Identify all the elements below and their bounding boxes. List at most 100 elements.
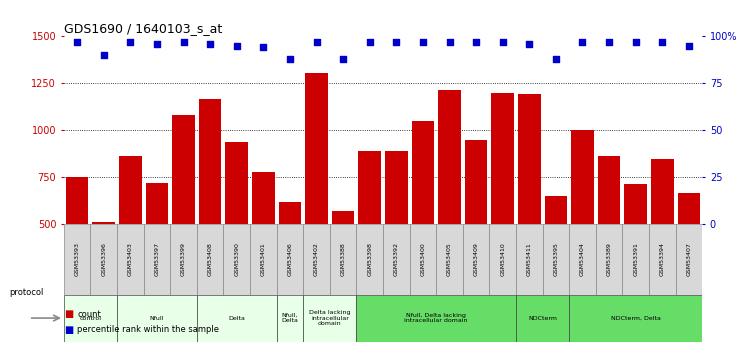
Text: GSM53396: GSM53396	[101, 243, 106, 276]
Text: GSM53392: GSM53392	[394, 242, 399, 276]
FancyBboxPatch shape	[250, 224, 276, 295]
Text: protocol: protocol	[9, 288, 44, 297]
Bar	[358, 151, 381, 224]
FancyBboxPatch shape	[516, 224, 543, 295]
Point	[577, 39, 589, 45]
Text: percentile rank within the sample: percentile rank within the sample	[77, 325, 219, 334]
FancyBboxPatch shape	[117, 295, 197, 342]
Point	[629, 39, 641, 45]
Point	[258, 45, 270, 50]
Text: Nfull: Nfull	[149, 316, 164, 321]
Text: ■: ■	[64, 325, 73, 335]
Point	[337, 56, 349, 61]
Text: GSM53394: GSM53394	[660, 242, 665, 276]
Bar	[491, 92, 514, 224]
Bar	[385, 151, 408, 224]
Bar	[465, 140, 487, 224]
Point	[603, 39, 615, 45]
Bar	[252, 171, 275, 224]
Text: GSM53404: GSM53404	[580, 243, 585, 276]
FancyBboxPatch shape	[303, 224, 330, 295]
FancyBboxPatch shape	[569, 295, 702, 342]
Bar	[225, 142, 248, 224]
Point	[98, 52, 110, 58]
FancyBboxPatch shape	[330, 224, 357, 295]
Text: GSM53406: GSM53406	[288, 243, 292, 276]
Text: GSM53391: GSM53391	[633, 243, 638, 276]
Point	[310, 39, 322, 45]
FancyBboxPatch shape	[516, 295, 569, 342]
FancyBboxPatch shape	[64, 295, 117, 342]
Bar	[146, 183, 168, 224]
FancyBboxPatch shape	[569, 224, 596, 295]
FancyBboxPatch shape	[357, 224, 383, 295]
Bar	[651, 159, 674, 224]
Text: GSM53403: GSM53403	[128, 243, 133, 276]
Bar	[412, 121, 434, 224]
Bar	[677, 193, 700, 224]
Text: GSM53398: GSM53398	[367, 243, 372, 276]
FancyBboxPatch shape	[90, 224, 117, 295]
FancyBboxPatch shape	[649, 224, 676, 295]
Bar	[279, 201, 301, 224]
Bar	[92, 222, 115, 224]
Text: GSM53390: GSM53390	[234, 243, 240, 276]
Point	[470, 39, 482, 45]
FancyBboxPatch shape	[436, 224, 463, 295]
FancyBboxPatch shape	[117, 224, 143, 295]
Point	[656, 39, 668, 45]
Text: GSM53399: GSM53399	[181, 242, 186, 276]
Text: Nfull, Delta lacking
intracellular domain: Nfull, Delta lacking intracellular domai…	[405, 313, 468, 324]
Text: control: control	[80, 316, 101, 321]
Point	[444, 39, 456, 45]
Point	[683, 43, 695, 48]
FancyBboxPatch shape	[143, 224, 170, 295]
Text: NDCterm: NDCterm	[528, 316, 557, 321]
FancyBboxPatch shape	[224, 224, 250, 295]
FancyBboxPatch shape	[490, 224, 516, 295]
Bar	[305, 73, 328, 224]
Point	[71, 39, 83, 45]
Point	[125, 39, 137, 45]
Bar	[172, 115, 195, 224]
Point	[496, 39, 508, 45]
Bar	[624, 184, 647, 224]
Text: GSM53411: GSM53411	[526, 243, 532, 276]
Point	[550, 56, 562, 61]
Bar	[572, 130, 594, 224]
FancyBboxPatch shape	[197, 224, 224, 295]
Text: Delta: Delta	[228, 316, 245, 321]
Bar	[119, 157, 142, 224]
FancyBboxPatch shape	[676, 224, 702, 295]
FancyBboxPatch shape	[623, 224, 649, 295]
Bar	[518, 93, 541, 224]
FancyBboxPatch shape	[303, 295, 357, 342]
Point	[151, 41, 163, 47]
Text: GSM53410: GSM53410	[500, 243, 505, 276]
Text: ■: ■	[64, 309, 73, 319]
Point	[363, 39, 376, 45]
Bar	[332, 211, 354, 224]
FancyBboxPatch shape	[357, 295, 516, 342]
Bar	[438, 90, 461, 224]
FancyBboxPatch shape	[276, 295, 303, 342]
Bar	[66, 177, 89, 224]
Text: GSM53407: GSM53407	[686, 243, 692, 276]
Point	[231, 43, 243, 48]
Point	[177, 39, 189, 45]
Text: GSM53400: GSM53400	[421, 243, 425, 276]
Text: GDS1690 / 1640103_s_at: GDS1690 / 1640103_s_at	[64, 22, 222, 35]
Bar	[544, 196, 567, 224]
Text: GSM53397: GSM53397	[155, 242, 159, 276]
FancyBboxPatch shape	[276, 224, 303, 295]
FancyBboxPatch shape	[383, 224, 409, 295]
FancyBboxPatch shape	[170, 224, 197, 295]
FancyBboxPatch shape	[197, 295, 276, 342]
FancyBboxPatch shape	[543, 224, 569, 295]
Text: GSM53405: GSM53405	[447, 243, 452, 276]
Point	[391, 39, 403, 45]
Text: Nfull,
Delta: Nfull, Delta	[282, 313, 298, 324]
FancyBboxPatch shape	[463, 224, 490, 295]
Point	[284, 56, 296, 61]
Point	[417, 39, 429, 45]
